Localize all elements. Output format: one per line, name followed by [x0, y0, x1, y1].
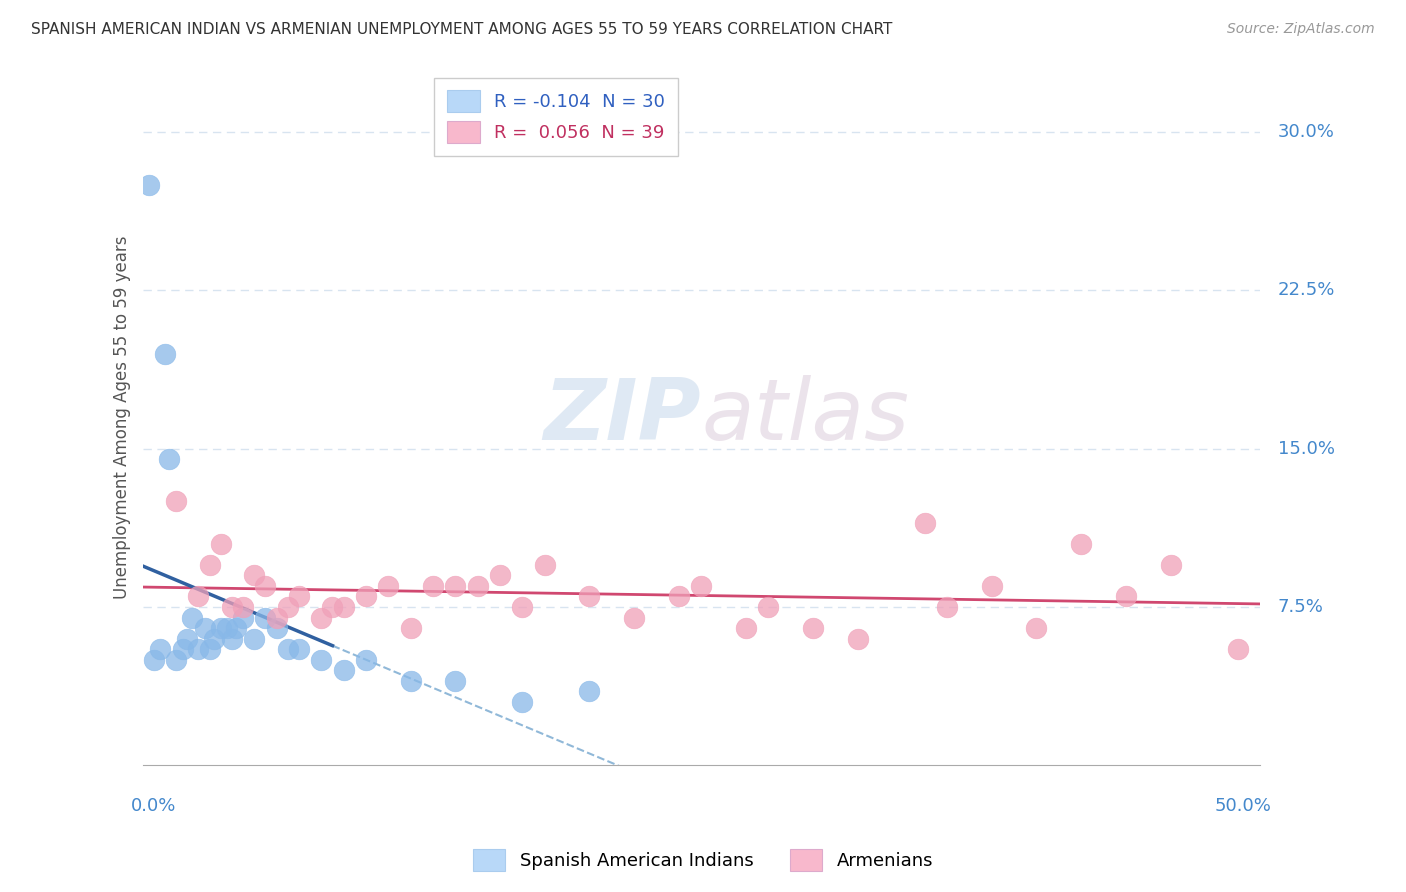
Point — [243, 632, 266, 646]
Point — [153, 346, 176, 360]
Point — [332, 599, 354, 614]
Point — [846, 632, 869, 646]
Point — [187, 642, 209, 657]
Point — [138, 178, 160, 192]
Point — [225, 621, 247, 635]
Point — [198, 558, 221, 572]
Point — [157, 452, 180, 467]
Point — [735, 621, 758, 635]
Point — [578, 590, 600, 604]
Point — [194, 621, 217, 635]
Point — [533, 558, 555, 572]
Point — [377, 579, 399, 593]
Point — [221, 599, 243, 614]
Point — [690, 579, 713, 593]
Point — [444, 673, 467, 688]
Text: 7.5%: 7.5% — [1278, 598, 1323, 616]
Point — [354, 590, 377, 604]
Point — [221, 632, 243, 646]
Point — [623, 610, 645, 624]
Text: 50.0%: 50.0% — [1215, 797, 1271, 815]
Point — [232, 599, 254, 614]
Point — [254, 610, 277, 624]
Point — [668, 590, 690, 604]
Point — [198, 642, 221, 657]
Point — [756, 599, 779, 614]
Point — [801, 621, 824, 635]
Point — [914, 516, 936, 530]
Point — [277, 599, 299, 614]
Point — [321, 599, 343, 614]
Text: atlas: atlas — [702, 376, 910, 458]
Point — [277, 642, 299, 657]
Point — [202, 632, 225, 646]
Text: 0.0%: 0.0% — [131, 797, 177, 815]
Point — [422, 579, 444, 593]
Point — [149, 642, 172, 657]
Point — [266, 621, 288, 635]
Text: 30.0%: 30.0% — [1278, 123, 1334, 141]
Text: 15.0%: 15.0% — [1278, 440, 1334, 458]
Point — [980, 579, 1002, 593]
Point — [1025, 621, 1047, 635]
Point — [172, 642, 194, 657]
Y-axis label: Unemployment Among Ages 55 to 59 years: Unemployment Among Ages 55 to 59 years — [114, 235, 131, 599]
Point — [165, 653, 187, 667]
Point — [254, 579, 277, 593]
Text: Source: ZipAtlas.com: Source: ZipAtlas.com — [1227, 22, 1375, 37]
Legend: R = -0.104  N = 30, R =  0.056  N = 39: R = -0.104 N = 30, R = 0.056 N = 39 — [434, 78, 678, 156]
Point — [354, 653, 377, 667]
Point — [1226, 642, 1249, 657]
Text: SPANISH AMERICAN INDIAN VS ARMENIAN UNEMPLOYMENT AMONG AGES 55 TO 59 YEARS CORRE: SPANISH AMERICAN INDIAN VS ARMENIAN UNEM… — [31, 22, 893, 37]
Point — [288, 642, 311, 657]
Point — [232, 610, 254, 624]
Point — [266, 610, 288, 624]
Point — [142, 653, 165, 667]
Point — [209, 536, 232, 550]
Point — [165, 494, 187, 508]
Point — [512, 599, 534, 614]
Point — [288, 590, 311, 604]
Text: 22.5%: 22.5% — [1278, 281, 1336, 299]
Point — [444, 579, 467, 593]
Point — [187, 590, 209, 604]
Point — [311, 653, 333, 667]
Point — [311, 610, 333, 624]
Point — [399, 621, 422, 635]
Point — [489, 568, 512, 582]
Point — [1070, 536, 1092, 550]
Point — [1160, 558, 1182, 572]
Point — [217, 621, 239, 635]
Text: ZIP: ZIP — [544, 376, 702, 458]
Point — [467, 579, 489, 593]
Point — [399, 673, 422, 688]
Point — [332, 663, 354, 677]
Point — [936, 599, 959, 614]
Legend: Spanish American Indians, Armenians: Spanish American Indians, Armenians — [465, 842, 941, 879]
Point — [180, 610, 202, 624]
Point — [209, 621, 232, 635]
Point — [243, 568, 266, 582]
Point — [578, 684, 600, 698]
Point — [1115, 590, 1137, 604]
Point — [512, 695, 534, 709]
Point — [176, 632, 198, 646]
